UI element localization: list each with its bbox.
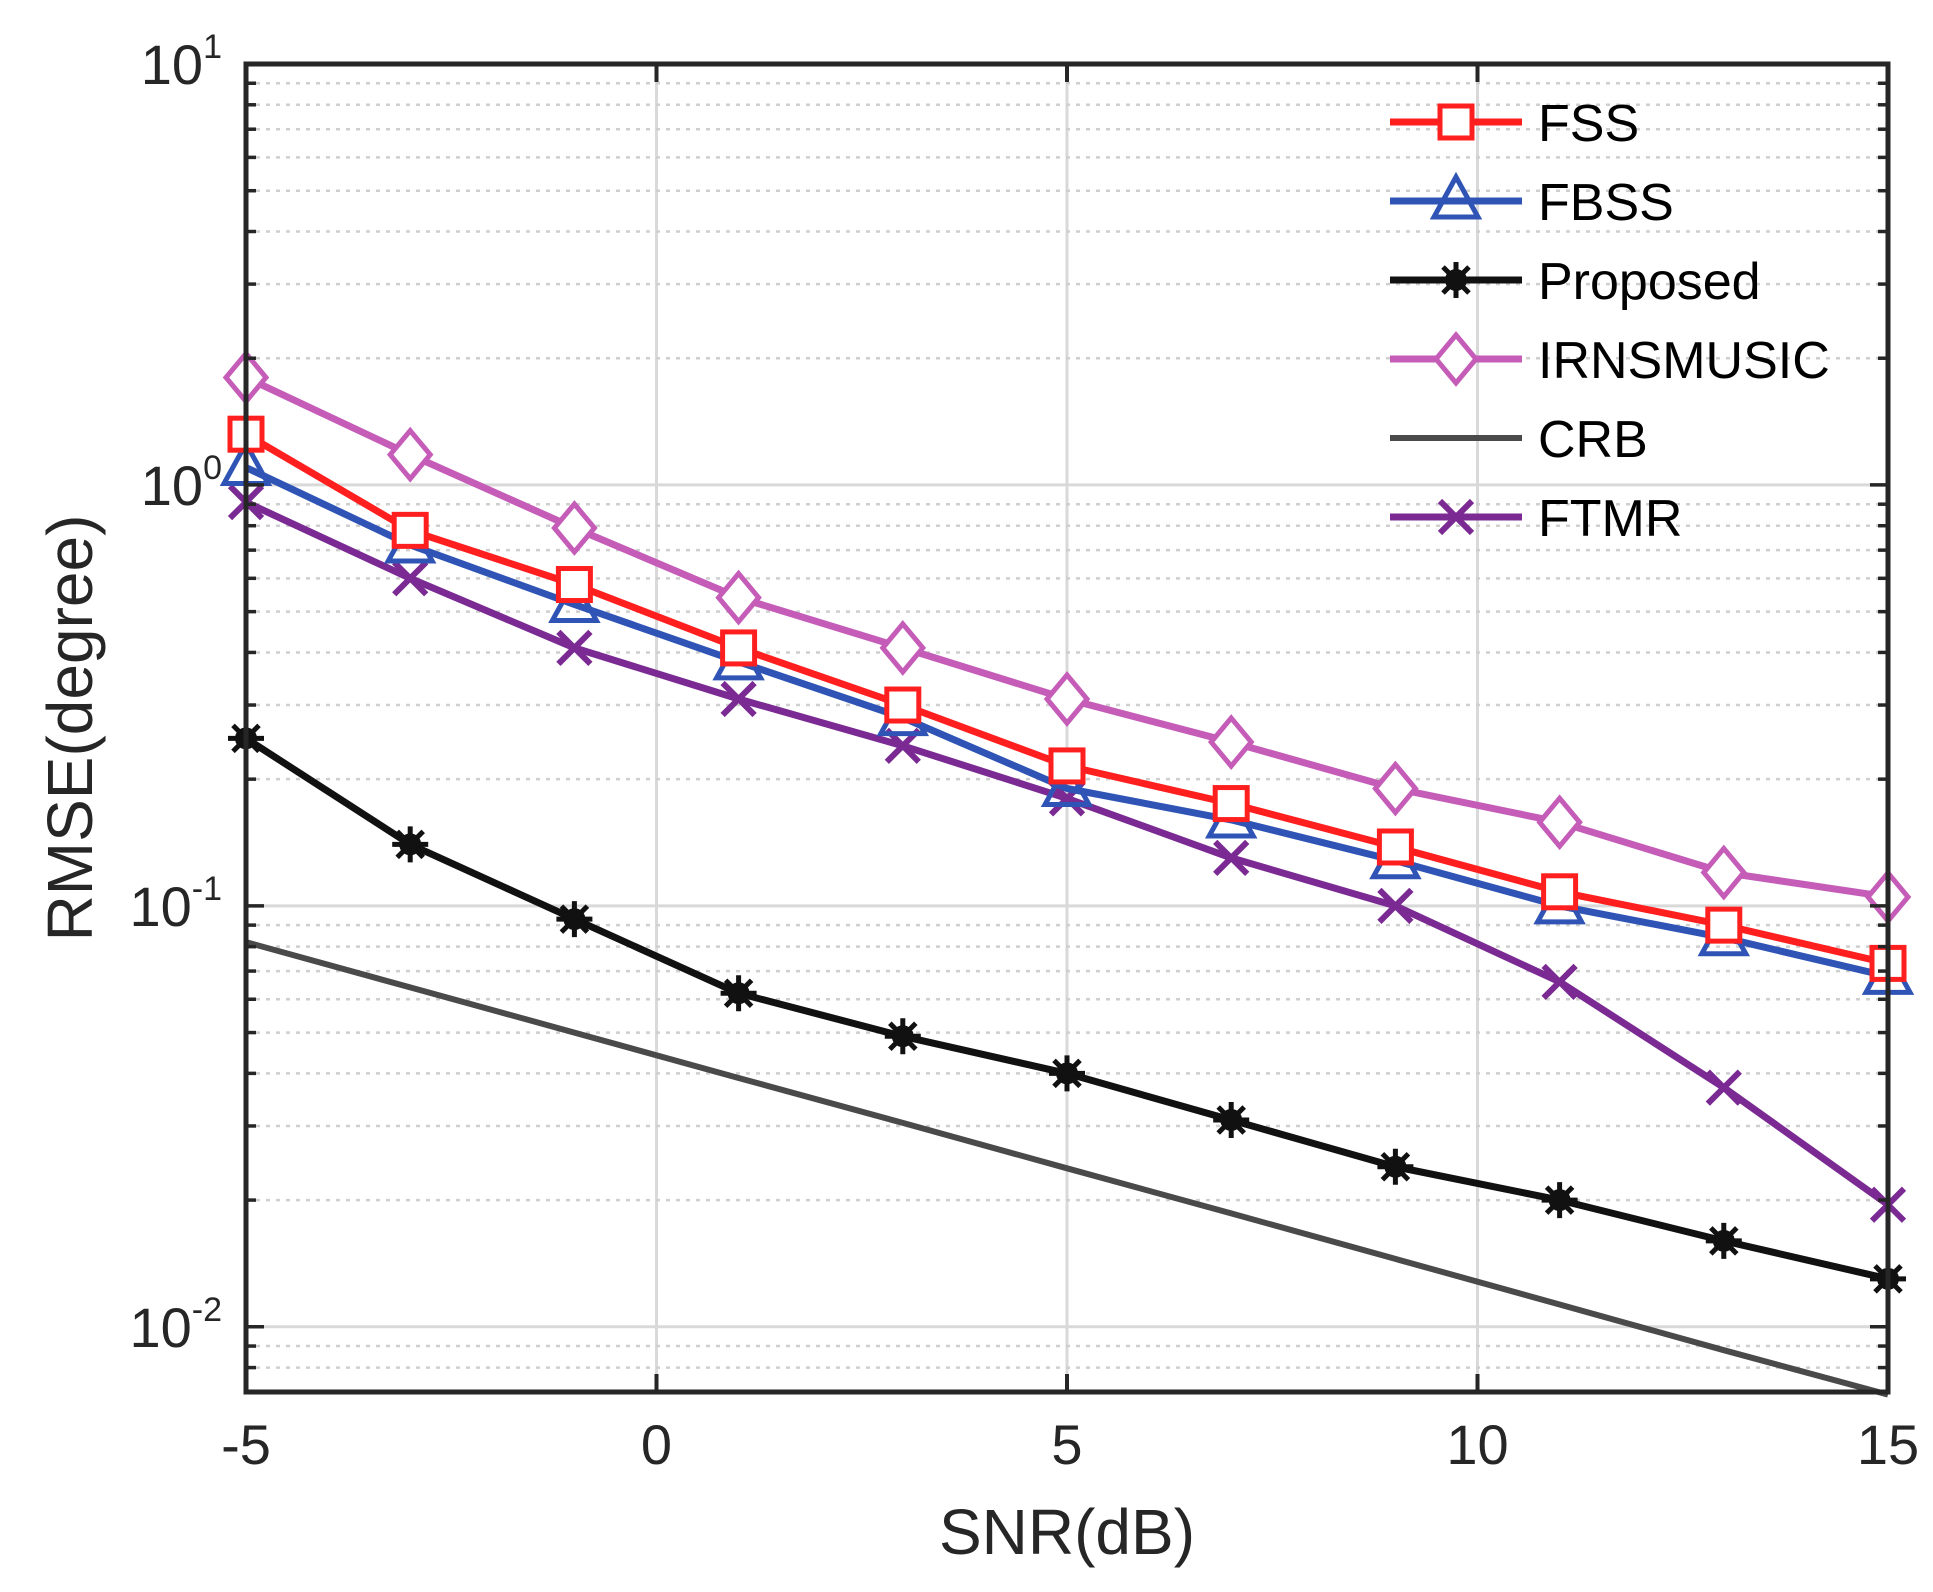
data-point-proposed bbox=[1541, 1182, 1578, 1219]
series-proposed bbox=[228, 720, 1906, 1297]
legend-label-crb: CRB bbox=[1538, 411, 1648, 469]
data-point-ftmr bbox=[1541, 963, 1578, 1000]
data-point-fss bbox=[884, 686, 922, 724]
data-point-fss bbox=[391, 511, 429, 549]
legend: FSS FBSS Proposed IRNSMUSIC CRB FTMR bbox=[1390, 95, 1830, 548]
data-point-fss bbox=[1376, 828, 1414, 866]
data-point-irnsmusic bbox=[715, 569, 762, 626]
series-crb bbox=[245, 939, 1889, 1398]
legend-label-proposed: Proposed bbox=[1538, 253, 1761, 311]
data-point-fss bbox=[1541, 873, 1579, 911]
y-tick-label: 100 bbox=[141, 449, 222, 517]
data-point-irnsmusic bbox=[879, 620, 927, 676]
data-point-proposed bbox=[1377, 1148, 1414, 1185]
x-tick-label: 10 bbox=[1446, 1413, 1508, 1476]
legend-label-fss: FSS bbox=[1538, 95, 1639, 153]
y-axis-label: RMSE(degree) bbox=[34, 515, 106, 942]
series-irnsmusic bbox=[222, 349, 1912, 925]
data-point-fss bbox=[1048, 747, 1086, 785]
x-tick-label: -5 bbox=[221, 1413, 271, 1476]
legend-item-proposed: Proposed bbox=[1390, 253, 1761, 311]
legend-label-ftmr: FTMR bbox=[1538, 490, 1682, 548]
data-point-proposed bbox=[1705, 1222, 1742, 1259]
legend-marker-ftmr bbox=[1437, 498, 1475, 536]
series-line-crb bbox=[245, 939, 1889, 1398]
data-point-fss bbox=[1212, 785, 1250, 823]
legend-item-irnsmusic: IRNSMUSIC bbox=[1390, 331, 1830, 390]
tick-labels: -5 0 5 10 15 10-2 10-1 100 101 bbox=[129, 28, 1919, 1476]
data-point-ftmr bbox=[392, 560, 429, 597]
legend-item-crb: CRB bbox=[1390, 411, 1648, 469]
data-point-irnsmusic bbox=[1700, 844, 1748, 901]
x-axis-label: SNR(dB) bbox=[939, 1496, 1195, 1568]
legend-marker-fbss bbox=[1429, 171, 1483, 220]
legend-item-fss: FSS bbox=[1390, 95, 1639, 153]
data-point-irnsmusic bbox=[1043, 671, 1091, 727]
data-point-fss bbox=[555, 566, 593, 604]
data-point-proposed bbox=[884, 1018, 921, 1055]
data-point-proposed bbox=[556, 901, 593, 938]
data-point-irnsmusic bbox=[1536, 794, 1583, 851]
y-tick-label: 101 bbox=[141, 28, 222, 96]
data-point-irnsmusic bbox=[1207, 714, 1255, 770]
data-point-ftmr bbox=[1377, 887, 1414, 924]
x-tick-label: 0 bbox=[641, 1413, 672, 1476]
data-point-proposed bbox=[720, 975, 757, 1012]
legend-item-ftmr: FTMR bbox=[1390, 490, 1682, 548]
data-point-irnsmusic bbox=[1372, 760, 1419, 817]
data-point-fss bbox=[1705, 906, 1743, 944]
data-point-ftmr bbox=[556, 629, 593, 667]
legend-label-fbss: FBSS bbox=[1538, 174, 1674, 232]
legend-item-fbss: FBSS bbox=[1390, 171, 1674, 232]
series-line-fbss bbox=[244, 464, 1889, 980]
data-point-ftmr bbox=[720, 680, 757, 718]
series-fss bbox=[227, 415, 1907, 982]
data-point-ftmr bbox=[1705, 1069, 1742, 1106]
y-tick-label: 10-2 bbox=[129, 1291, 222, 1359]
legend-label-irnsmusic: IRNSMUSIC bbox=[1538, 332, 1830, 390]
data-point-irnsmusic bbox=[386, 426, 434, 483]
legend-marker-fss bbox=[1437, 103, 1475, 141]
x-tick-label: 5 bbox=[1051, 1413, 1082, 1476]
data-point-ftmr bbox=[1213, 839, 1250, 877]
ticks bbox=[244, 62, 1890, 1394]
legend-marker-irnsmusic bbox=[1432, 331, 1480, 387]
legend-marker-proposed bbox=[1438, 262, 1474, 298]
data-point-irnsmusic bbox=[551, 500, 598, 556]
data-point-proposed bbox=[1213, 1101, 1250, 1138]
x-tick-label: 15 bbox=[1857, 1413, 1919, 1476]
data-point-fss bbox=[720, 629, 758, 667]
data-point-fbss bbox=[1040, 759, 1094, 808]
series-layer bbox=[219, 349, 1915, 1398]
y-tick-label: 10-1 bbox=[129, 870, 222, 938]
data-point-proposed bbox=[1049, 1055, 1085, 1092]
data-point-proposed bbox=[392, 826, 429, 863]
